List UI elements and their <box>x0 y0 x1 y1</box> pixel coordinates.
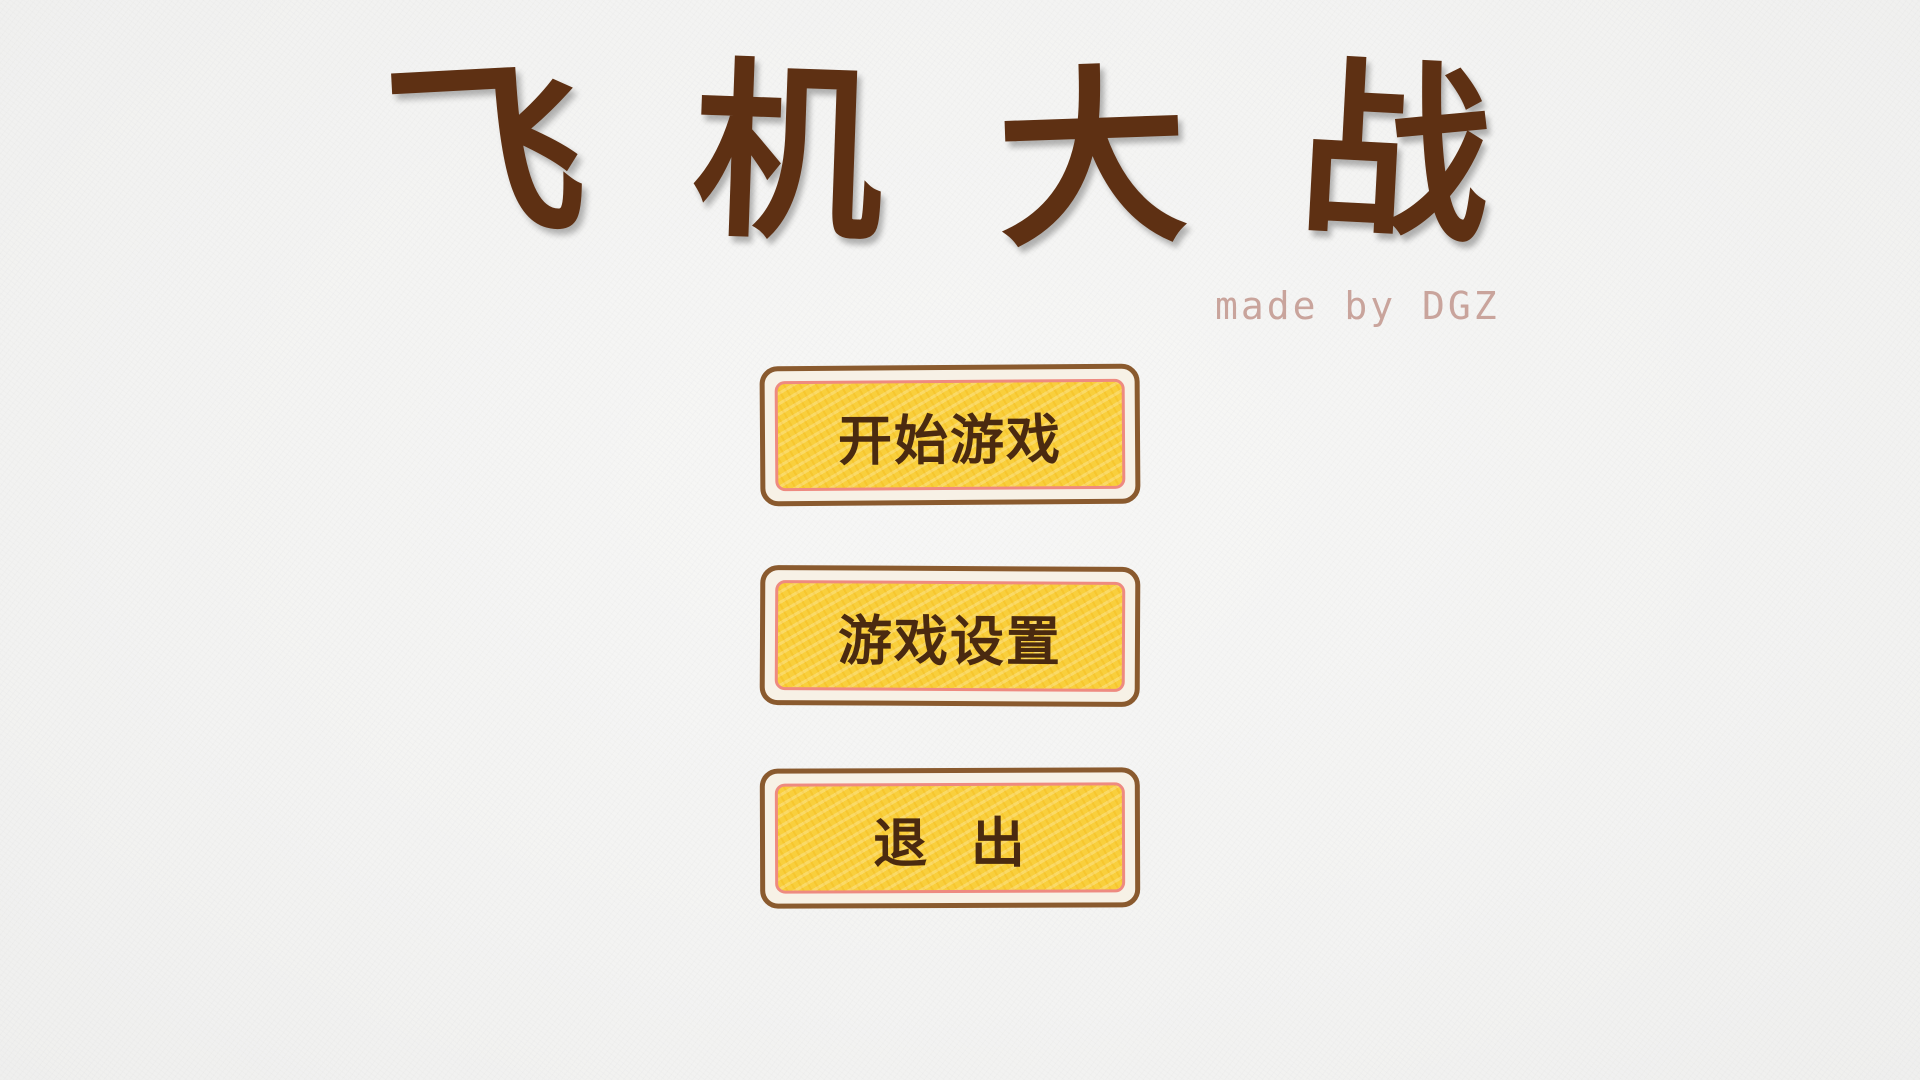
game-title: 飞 机 大 战 <box>380 39 1496 275</box>
game-settings-button-face[interactable]: 游戏设置 <box>774 580 1126 692</box>
author-credit: made by DGZ <box>1215 284 1500 328</box>
start-game-button-face[interactable]: 开始游戏 <box>774 378 1126 492</box>
exit-label: 退 出 <box>873 811 1027 875</box>
exit-button[interactable]: 退 出 <box>759 767 1141 909</box>
start-game-label: 开始游戏 <box>837 407 1063 473</box>
title-char-3: 大 <box>993 46 1191 275</box>
game-settings-button[interactable]: 游戏设置 <box>759 565 1141 707</box>
title-char-2: 机 <box>689 40 888 269</box>
game-settings-label: 游戏设置 <box>837 608 1063 674</box>
title-char-1: 飞 <box>379 38 591 271</box>
title-char-4: 战 <box>1294 39 1496 270</box>
start-game-button[interactable]: 开始游戏 <box>759 363 1141 507</box>
exit-button-face[interactable]: 退 出 <box>774 782 1126 894</box>
